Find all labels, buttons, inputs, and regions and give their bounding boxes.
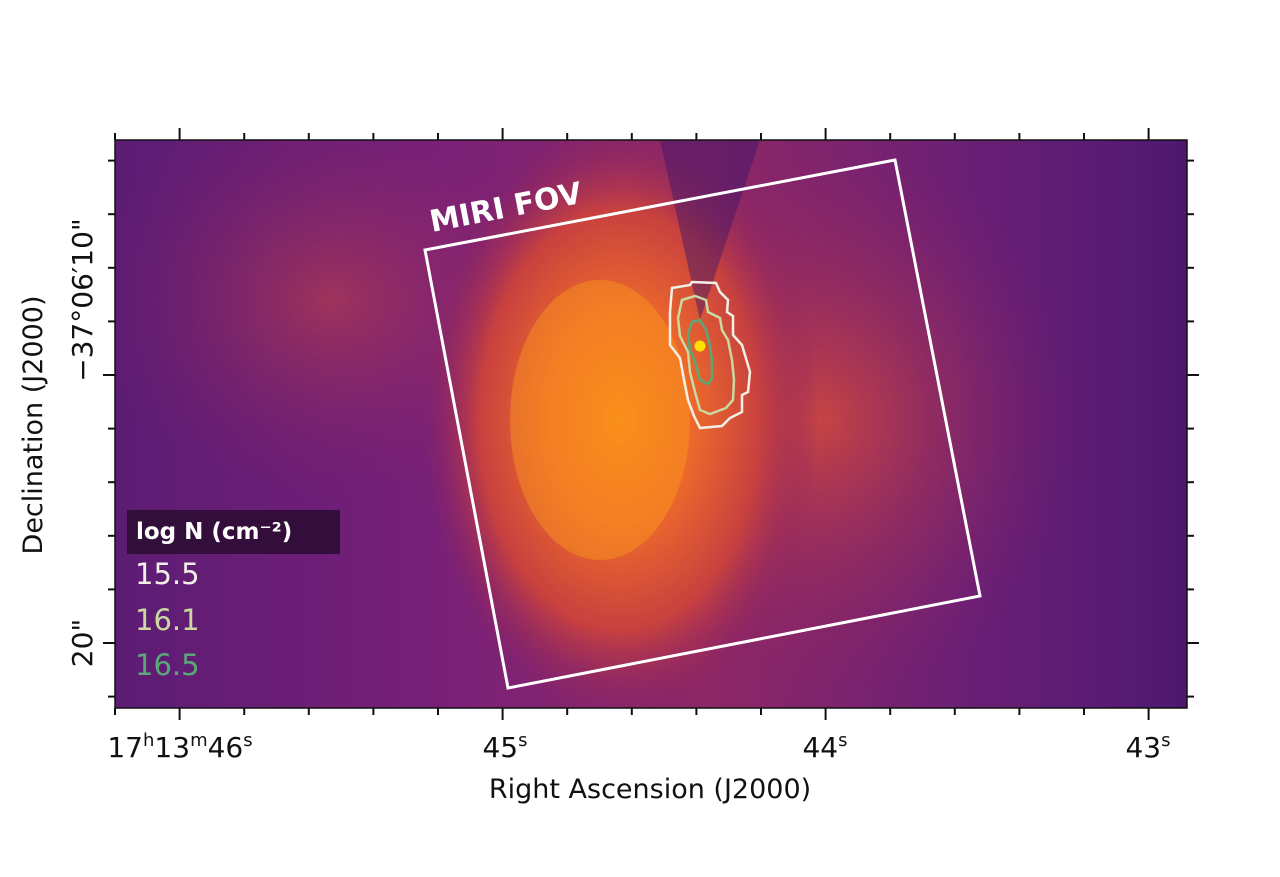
legend-title-bg xyxy=(127,510,340,554)
legend-entry: 16.1 xyxy=(135,603,200,637)
contour-16-5 xyxy=(686,318,714,386)
contours xyxy=(668,280,752,430)
x-tick-label: 44s xyxy=(802,730,847,764)
x-axis-label: Right Ascension (J2000) xyxy=(489,774,811,805)
ticks xyxy=(103,128,1199,720)
contour-15-5 xyxy=(668,280,752,430)
x-tick-label: 43s xyxy=(1125,730,1170,764)
y-axis-label: Declination (J2000) xyxy=(18,296,49,555)
source-marker xyxy=(694,340,706,352)
image-panel xyxy=(115,140,1187,708)
legend: log N (cm⁻²) 15.5 16.1 16.5 xyxy=(127,510,340,682)
legend-title: log N (cm⁻²) xyxy=(136,519,292,545)
plot-frame xyxy=(114,139,1188,709)
contour-16-1 xyxy=(676,294,736,416)
legend-entry: 15.5 xyxy=(135,557,200,591)
x-tick-label: 45s xyxy=(482,730,527,764)
y-tick-label: 20" xyxy=(66,619,99,668)
miri-fov-box xyxy=(423,158,982,690)
x-tick-label: 17h13m46s xyxy=(107,730,252,764)
y-tick-label: −37°06′10" xyxy=(66,218,99,382)
legend-entry: 16.5 xyxy=(135,648,200,682)
